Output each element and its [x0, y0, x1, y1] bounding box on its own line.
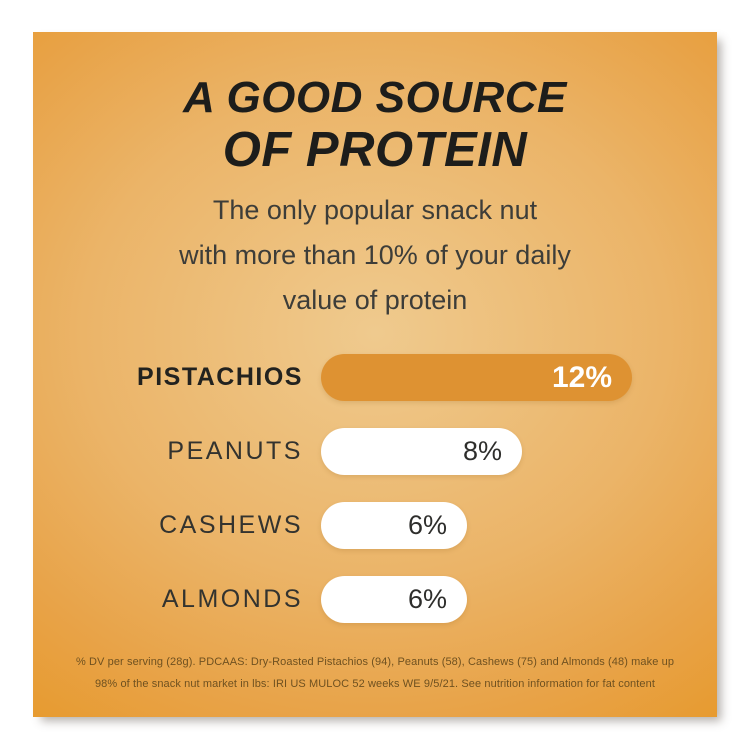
page-title: A GOOD SOURCE OF PROTEIN [33, 76, 717, 175]
title-line-2: OF PROTEIN [222, 123, 528, 177]
chart-row-almonds: ALMONDS 6% [33, 576, 717, 623]
bar-peanuts: 8% [321, 428, 522, 475]
bar-value-almonds: 6% [407, 584, 447, 614]
subtitle-line-1: The only popular snack nut [212, 195, 538, 225]
bar-almonds: 6% [321, 576, 467, 623]
chart-row-peanuts: PEANUTS 8% [33, 428, 717, 475]
footnote-line-2: 98% of the snack nut market in lbs: IRI … [94, 678, 656, 690]
orange-gradient-panel: A GOOD SOURCE OF PROTEIN The only popula… [33, 32, 717, 717]
chart-row-pistachios: PISTACHIOS 12% [33, 354, 717, 401]
bar-pistachios: 12% [321, 354, 632, 401]
title-line-1: A GOOD SOURCE [183, 73, 567, 122]
subtitle-line-3: value of protein [282, 285, 468, 315]
bar-label-almonds: ALMONDS [161, 585, 303, 613]
bar-cashews: 6% [321, 502, 467, 549]
footnote: % DV per serving (28g). PDCAAS: Dry-Roas… [73, 651, 677, 695]
bar-value-pistachios: 12% [551, 360, 612, 394]
bar-value-peanuts: 8% [462, 436, 502, 466]
bar-label-peanuts: PEANUTS [167, 437, 303, 465]
subtitle-line-2: with more than 10% of your daily [179, 240, 571, 270]
bar-label-cashews: CASHEWS [159, 511, 303, 539]
protein-bar-chart: PISTACHIOS 12% PEANUTS 8% CASHEWS 6% ALMONDS 6% [33, 354, 717, 650]
bar-value-cashews: 6% [407, 510, 447, 540]
chart-row-cashews: CASHEWS 6% [33, 502, 717, 549]
footnote-line-1: % DV per serving (28g). PDCAAS: Dry-Roas… [75, 656, 675, 668]
bar-label-pistachios: PISTACHIOS [137, 363, 303, 391]
subtitle: The only popular snack nut with more tha… [33, 188, 717, 323]
